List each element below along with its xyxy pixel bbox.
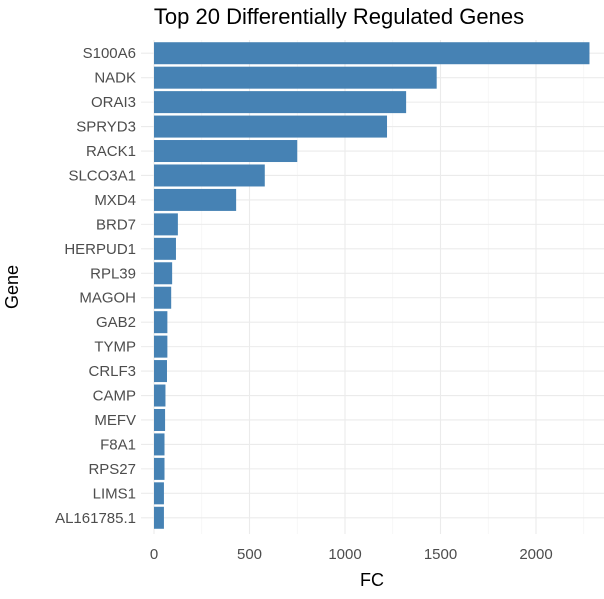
y-tick-label: CRLF3 bbox=[88, 363, 136, 380]
chart-title: Top 20 Differentially Regulated Genes bbox=[154, 4, 524, 29]
x-tick-label: 0 bbox=[150, 546, 158, 563]
grid-layer bbox=[141, 40, 604, 534]
bar-orai3 bbox=[154, 91, 407, 114]
bar-layer bbox=[154, 42, 590, 529]
bar-crlf3 bbox=[154, 360, 167, 383]
y-tick-labels: S100A6 NADK ORAI3 SPRYD3 RACK1 SLCO3A1 MXD4 BRD… bbox=[55, 45, 136, 527]
bar-slco3a1 bbox=[154, 164, 265, 187]
y-axis-title: Gene bbox=[2, 265, 22, 309]
bar-gab2 bbox=[154, 311, 168, 334]
bar-mefv bbox=[154, 408, 166, 431]
bar-s100a6 bbox=[154, 42, 590, 65]
x-tick-label: 1500 bbox=[424, 546, 457, 563]
bar-magoh bbox=[154, 286, 172, 309]
bar-lims1 bbox=[154, 482, 164, 505]
bar-rpl39 bbox=[154, 262, 173, 285]
y-tick-label: HERPUD1 bbox=[64, 241, 136, 258]
y-tick-label: CAMP bbox=[93, 388, 136, 405]
y-tick-label: SLCO3A1 bbox=[68, 167, 136, 184]
bar-spryd3 bbox=[154, 115, 388, 138]
y-tick-label: RPL39 bbox=[90, 265, 136, 282]
x-tick-labels: 0 500 1000 1500 2000 bbox=[150, 546, 553, 563]
y-tick-label: MXD4 bbox=[94, 192, 136, 209]
y-tick-label: GAB2 bbox=[96, 314, 136, 331]
bar-f8a1 bbox=[154, 433, 165, 456]
x-tick-label: 1000 bbox=[328, 546, 361, 563]
y-tick-label: LIMS1 bbox=[93, 485, 136, 502]
y-tick-label: F8A1 bbox=[100, 436, 136, 453]
y-tick-label: RACK1 bbox=[86, 143, 136, 160]
bar-rack1 bbox=[154, 140, 298, 163]
bar-brd7 bbox=[154, 213, 178, 236]
y-tick-label: SPRYD3 bbox=[76, 119, 136, 136]
x-tick-label: 500 bbox=[237, 546, 262, 563]
bar-herpud1 bbox=[154, 237, 176, 260]
y-tick-label: AL161785.1 bbox=[55, 510, 136, 527]
y-tick-label: BRD7 bbox=[96, 216, 136, 233]
bar-al161785-1 bbox=[154, 506, 164, 529]
y-tick-label: MEFV bbox=[94, 412, 136, 429]
x-axis-title: FC bbox=[360, 570, 384, 590]
bar-tymp bbox=[154, 335, 168, 358]
y-tick-label: MAGOH bbox=[79, 290, 136, 307]
bar-camp bbox=[154, 384, 166, 407]
y-tick-label: NADK bbox=[94, 70, 136, 87]
y-tick-label: ORAI3 bbox=[91, 94, 136, 111]
x-tick-label: 2000 bbox=[519, 546, 552, 563]
y-tick-label: S100A6 bbox=[83, 45, 136, 62]
y-tick-label: RPS27 bbox=[88, 461, 136, 478]
y-tick-label: TYMP bbox=[94, 339, 136, 356]
bar-rps27 bbox=[154, 457, 165, 480]
bar-nadk bbox=[154, 66, 437, 89]
bar-mxd4 bbox=[154, 188, 237, 211]
